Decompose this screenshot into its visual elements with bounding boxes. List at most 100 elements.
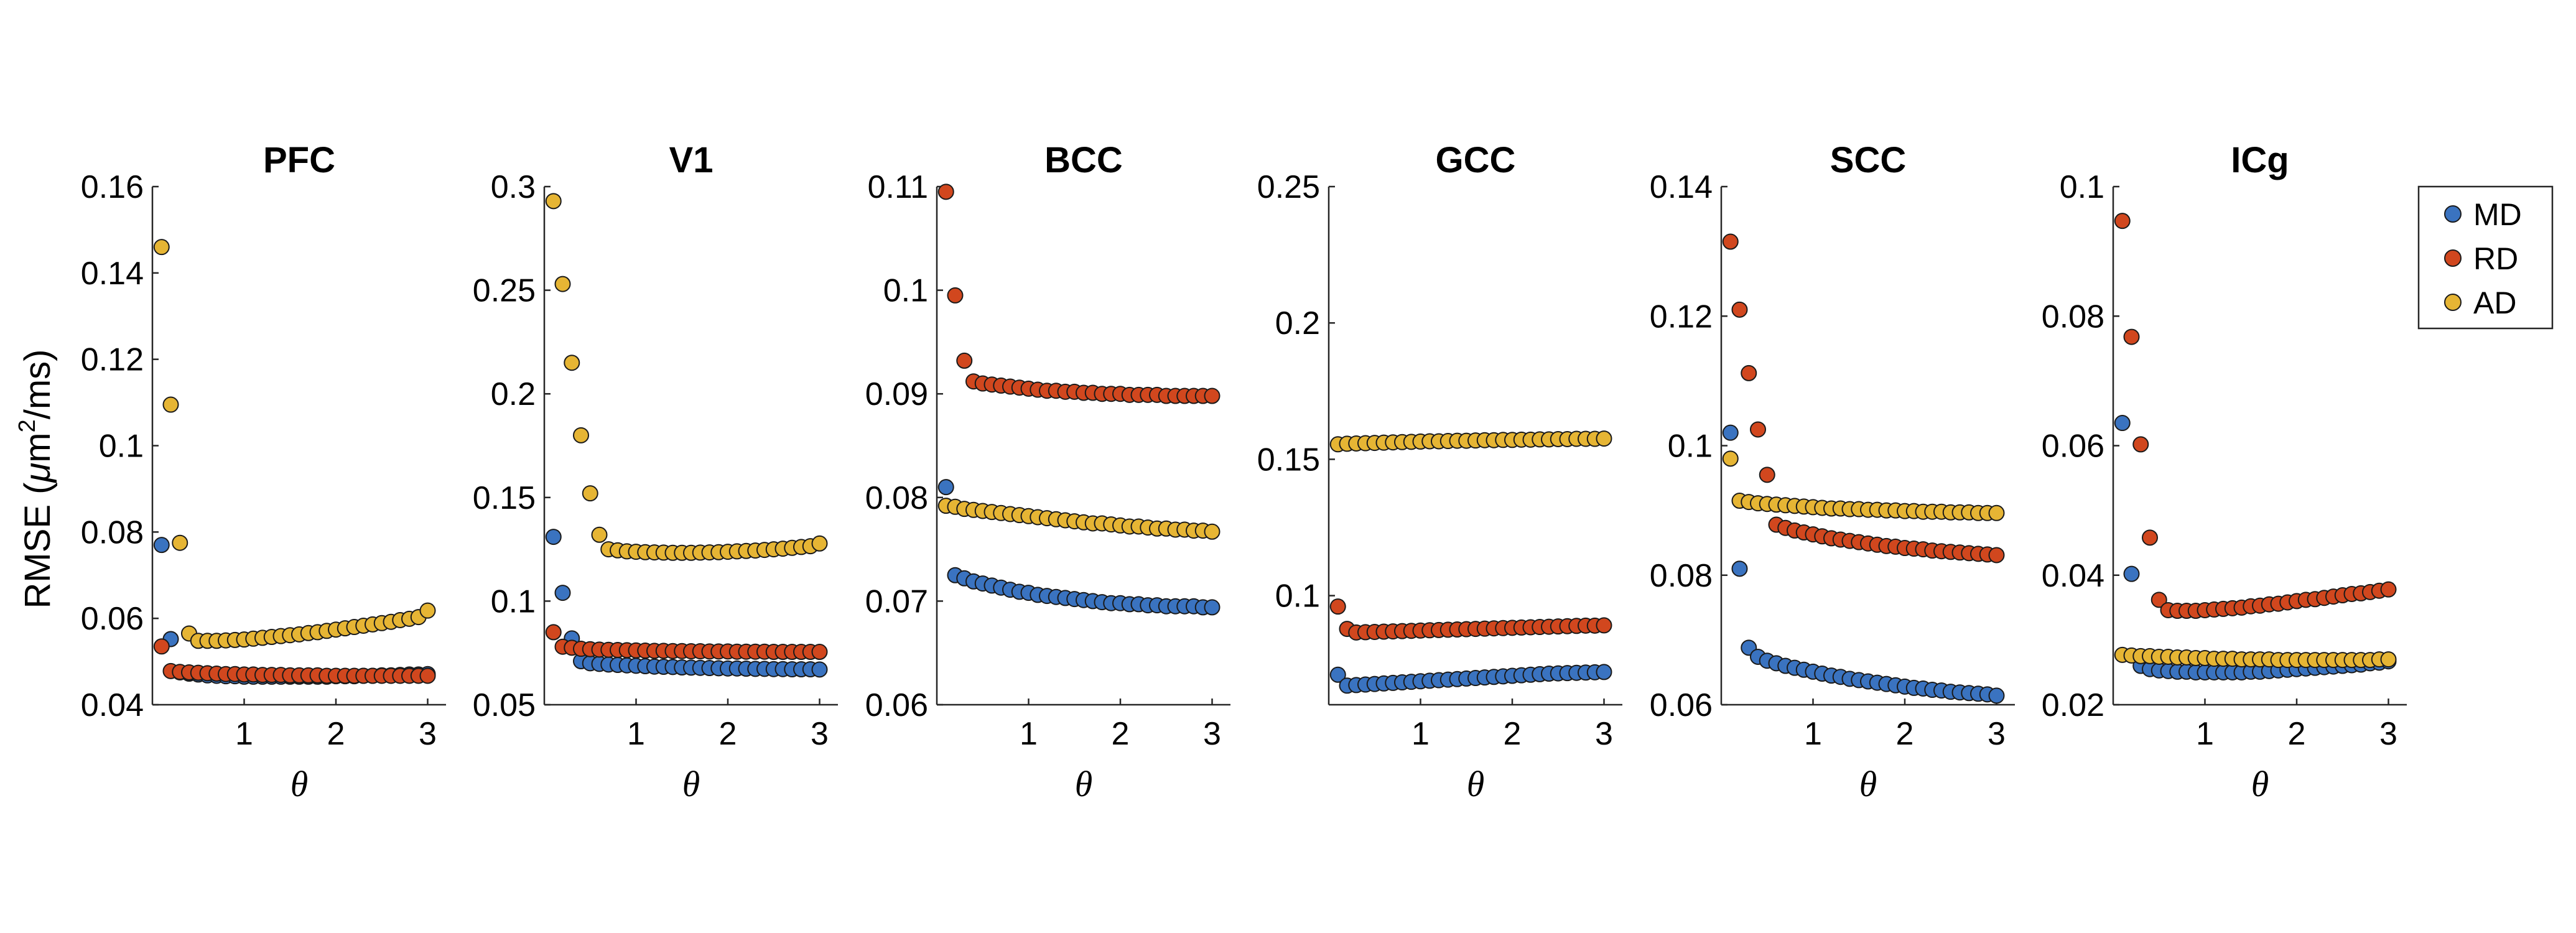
data-point-md <box>937 479 954 496</box>
x-tick-label: 3 <box>2379 716 2397 752</box>
y-axis-label-unit: m <box>17 432 58 462</box>
x-tick-label: 2 <box>1112 716 1130 752</box>
data-point-md <box>2114 415 2131 432</box>
x-tick-label: 1 <box>1411 716 1430 752</box>
data-point-rd <box>1988 547 2005 564</box>
panel-title: V1 <box>669 140 714 180</box>
series-rd <box>153 638 436 684</box>
series-ad <box>1722 450 2005 521</box>
data-point-rd <box>956 352 973 369</box>
data-point-rd <box>2114 213 2131 230</box>
y-tick-label: 0.02 <box>2042 687 2104 723</box>
y-axis-label-sup: 2 <box>14 419 40 432</box>
data-point-rd <box>2151 592 2167 608</box>
data-point-md <box>811 661 828 678</box>
data-point-md <box>153 537 170 554</box>
y-tick-label: 0.25 <box>1257 169 1320 205</box>
data-point-ad <box>1204 523 1221 540</box>
data-point-ad <box>591 526 608 543</box>
data-point-rd <box>1750 421 1766 438</box>
y-tick-label: 0.08 <box>81 514 144 550</box>
series-md <box>153 537 436 685</box>
x-tick-label: 3 <box>1203 716 1221 752</box>
x-tick-label: 1 <box>627 716 645 752</box>
y-tick-label: 0.14 <box>81 256 144 292</box>
legend-box <box>2417 185 2554 330</box>
y-tick-label: 0.12 <box>1650 299 1713 335</box>
x-tick-label: 2 <box>1504 716 1522 752</box>
data-point-rd <box>545 624 562 641</box>
y-tick-label: 0.09 <box>865 376 928 412</box>
series-rd <box>937 183 1221 404</box>
y-tick-label: 0.15 <box>473 480 536 516</box>
x-tick-label: 1 <box>1804 716 1822 752</box>
data-point-rd <box>1204 388 1221 404</box>
series-rd <box>545 624 828 661</box>
data-point-ad <box>573 427 589 443</box>
x-tick-label: 3 <box>1595 716 1613 752</box>
data-point-rd <box>2142 529 2158 546</box>
y-tick-label: 0.06 <box>1650 687 1713 723</box>
y-tick-label: 0.1 <box>2060 169 2104 205</box>
x-tick-label: 2 <box>1896 716 1914 752</box>
x-axis-label: θ <box>1467 764 1485 804</box>
x-axis-label: θ <box>1859 764 1877 804</box>
legend: MD RD AD <box>2417 185 2554 330</box>
data-point-rd <box>1759 466 1775 483</box>
x-axis-label: θ <box>291 764 309 804</box>
data-point-ad <box>419 602 436 619</box>
data-point-rd <box>1596 617 1612 634</box>
x-tick-label: 2 <box>719 716 737 752</box>
data-point-ad <box>1596 430 1612 447</box>
panel-title: SCC <box>1830 140 1906 180</box>
panel-bcc: BCC 0.06 0.07 0.08 0.09 0.1 0.11 1 2 3 θ <box>865 140 1230 804</box>
x-tick-label: 3 <box>419 716 437 752</box>
x-axis-label: θ <box>2251 764 2269 804</box>
x-tick-label: 1 <box>2196 716 2214 752</box>
data-point-rd <box>1731 301 1748 318</box>
data-point-ad <box>172 534 188 551</box>
data-point-rd <box>811 644 828 661</box>
y-axis-label-prefix: RMSE ( <box>17 483 58 609</box>
data-point-ad <box>564 355 580 371</box>
data-point-rd <box>1741 364 1757 381</box>
data-point-rd <box>2132 436 2149 453</box>
x-tick-label: 1 <box>1020 716 1038 752</box>
series-rd <box>2114 213 2397 620</box>
y-tick-label: 0.2 <box>491 376 536 412</box>
legend-marker-rd <box>2444 249 2462 267</box>
y-tick-label: 0.1 <box>883 273 928 309</box>
data-point-ad <box>554 276 571 292</box>
series-rd <box>1722 233 2005 564</box>
data-point-md <box>1988 687 2005 704</box>
x-tick-label: 3 <box>811 716 829 752</box>
y-tick-label: 0.1 <box>99 429 144 465</box>
series-md <box>1329 664 1612 694</box>
legend-label-rd: RD <box>2473 241 2518 276</box>
y-tick-label: 0.06 <box>81 601 144 637</box>
data-point-ad <box>811 535 828 552</box>
y-tick-label: 0.06 <box>865 687 928 723</box>
legend-marker-ad <box>2444 294 2462 311</box>
y-axis-label: RMSE (μm2/ms) <box>14 350 58 609</box>
series-rd <box>1329 598 1612 641</box>
data-point-ad <box>1988 504 2005 521</box>
y-tick-label: 0.11 <box>868 169 928 205</box>
x-axis-label: θ <box>1075 764 1093 804</box>
panel-icg: ICg 0.02 0.04 0.06 0.08 0.1 1 2 3 θ <box>2042 140 2407 804</box>
data-point-ad <box>1722 450 1739 467</box>
panel-pfc: PFC 0.04 0.06 0.08 0.1 0.12 0.14 0.16 1 2 3 θ <box>81 140 446 804</box>
y-tick-label: 0.16 <box>81 169 144 205</box>
panel-title: PFC <box>263 140 335 180</box>
data-point-rd <box>153 638 170 655</box>
y-tick-label: 0.08 <box>1650 558 1713 594</box>
y-tick-label: 0.14 <box>1650 169 1713 205</box>
data-point-ad <box>545 193 562 210</box>
series-ad <box>937 498 1221 540</box>
x-tick-label: 1 <box>235 716 253 752</box>
y-tick-label: 0.15 <box>1257 442 1320 478</box>
data-point-ad <box>2380 651 2397 668</box>
data-point-md <box>1329 666 1346 683</box>
y-tick-label: 0.25 <box>473 273 536 309</box>
